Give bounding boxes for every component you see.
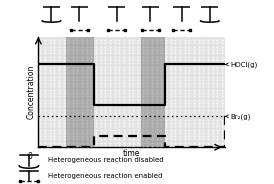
- Y-axis label: Concentration: Concentration: [27, 65, 36, 119]
- Text: Heterogeneous reaction disabled: Heterogeneous reaction disabled: [48, 157, 163, 163]
- Text: Br₂(g): Br₂(g): [225, 113, 251, 120]
- Text: Heterogeneous reaction enabled: Heterogeneous reaction enabled: [48, 173, 162, 179]
- Text: HOCl(g): HOCl(g): [225, 61, 258, 68]
- Bar: [66, 37, 94, 147]
- Bar: [141, 37, 165, 147]
- Text: 0: 0: [28, 152, 33, 161]
- X-axis label: time: time: [123, 149, 140, 158]
